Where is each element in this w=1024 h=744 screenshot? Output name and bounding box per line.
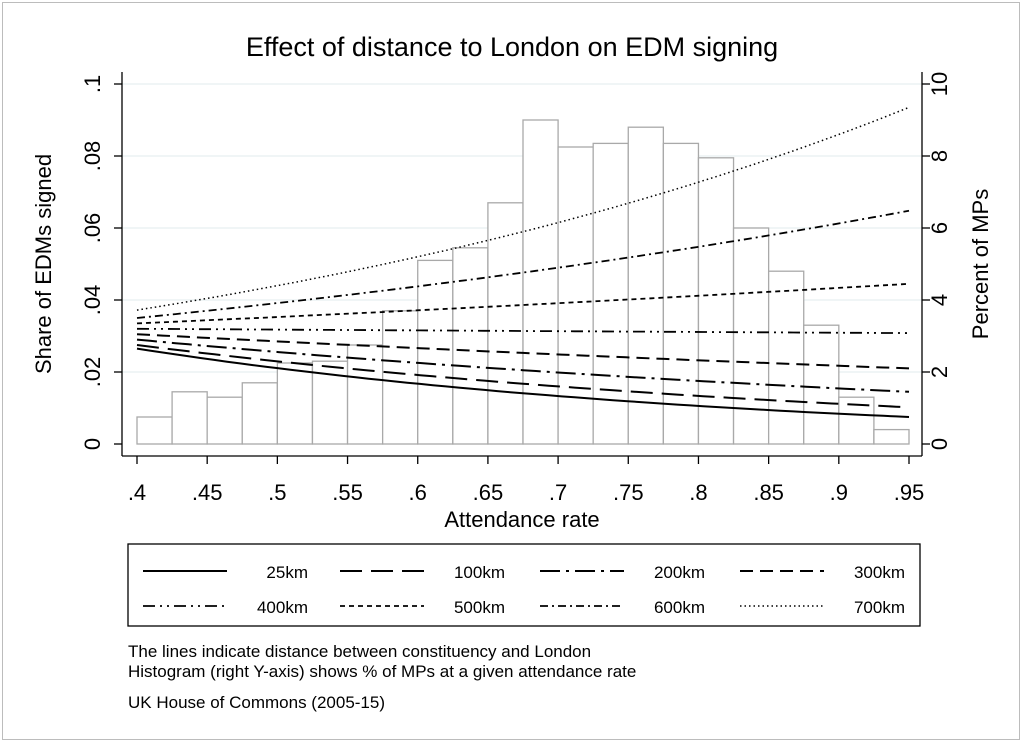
y-axis-title-left: Share of EDMs signed [31, 154, 56, 374]
note-distance: The lines indicate distance between cons… [128, 642, 592, 661]
series-line [136, 282, 910, 325]
y-tick-label-right: 0 [927, 438, 952, 450]
x-axis-title: Attendance rate [444, 507, 599, 532]
histogram-bar [662, 142, 700, 445]
y-tick-label-right: 6 [927, 222, 952, 234]
histogram-bar [276, 362, 314, 445]
series-line [136, 209, 910, 319]
y-tick-label-left: .1 [80, 75, 105, 93]
series-line [136, 347, 910, 418]
legend-label: 500km [454, 598, 505, 617]
y-tick-label-left: .04 [80, 285, 105, 316]
x-tick-label: .75 [613, 480, 644, 505]
x-tick-label: .85 [753, 480, 784, 505]
legend-label: 200km [654, 563, 705, 582]
histogram-bar [557, 146, 594, 445]
note-histogram: Histogram (right Y-axis) shows % of MPs … [128, 662, 637, 681]
histogram-bar [346, 344, 384, 445]
series-line [136, 106, 910, 311]
x-tick-label: .5 [268, 480, 286, 505]
chart-svg: Effect of distance to London on EDM sign… [31, 32, 993, 627]
series-line [136, 333, 910, 370]
histogram-bar [417, 259, 454, 445]
legend-label: 400km [257, 598, 308, 617]
histogram-bar [627, 126, 665, 445]
series-line [136, 327, 910, 334]
y-tick-label-left: .06 [80, 213, 105, 244]
histogram-bar [592, 142, 629, 445]
x-tick-label: .65 [473, 480, 504, 505]
histogram-bar [171, 391, 208, 445]
histogram-bar [767, 270, 805, 445]
x-tick-label: .8 [689, 480, 707, 505]
histogram-bar [206, 396, 243, 445]
y-tick-label-left: .02 [80, 357, 105, 388]
y-tick-label-right: 4 [927, 294, 952, 306]
histogram-bar [241, 382, 279, 445]
x-tick-label: .45 [192, 480, 223, 505]
x-tick-label: .4 [128, 480, 146, 505]
x-tick-label: .95 [894, 480, 925, 505]
y-tick-label-left: 0 [80, 438, 105, 450]
histogram-bar [381, 310, 419, 445]
x-tick-label: .7 [549, 480, 567, 505]
histogram-bar [873, 428, 910, 445]
series-line [136, 338, 910, 393]
x-tick-label: .9 [830, 480, 848, 505]
y-tick-label-right: 8 [927, 150, 952, 162]
chart-title: Effect of distance to London on EDM sign… [246, 32, 778, 62]
y-tick-label-right: 10 [927, 72, 952, 96]
legend-label: 25km [266, 563, 308, 582]
legend-box [127, 543, 921, 627]
legend-label: 100km [454, 563, 505, 582]
note-source: UK House of Commons (2005-15) [128, 693, 386, 712]
histogram-bar [803, 324, 840, 445]
x-tick-label: .6 [409, 480, 427, 505]
series-line [136, 344, 910, 409]
histogram-bar [732, 227, 770, 445]
histogram-bar [136, 416, 173, 445]
legend-label: 600km [654, 598, 705, 617]
y-tick-label-left: .08 [80, 141, 105, 172]
legend-label: 300km [854, 563, 905, 582]
histogram-bar [522, 119, 559, 445]
histogram-bar [697, 157, 735, 445]
y-tick-label-right: 2 [927, 366, 952, 378]
x-tick-label: .55 [332, 480, 363, 505]
legend-label: 700km [854, 598, 905, 617]
y-axis-title-right: Percent of MPs [968, 189, 993, 339]
histogram-bar [487, 202, 524, 445]
